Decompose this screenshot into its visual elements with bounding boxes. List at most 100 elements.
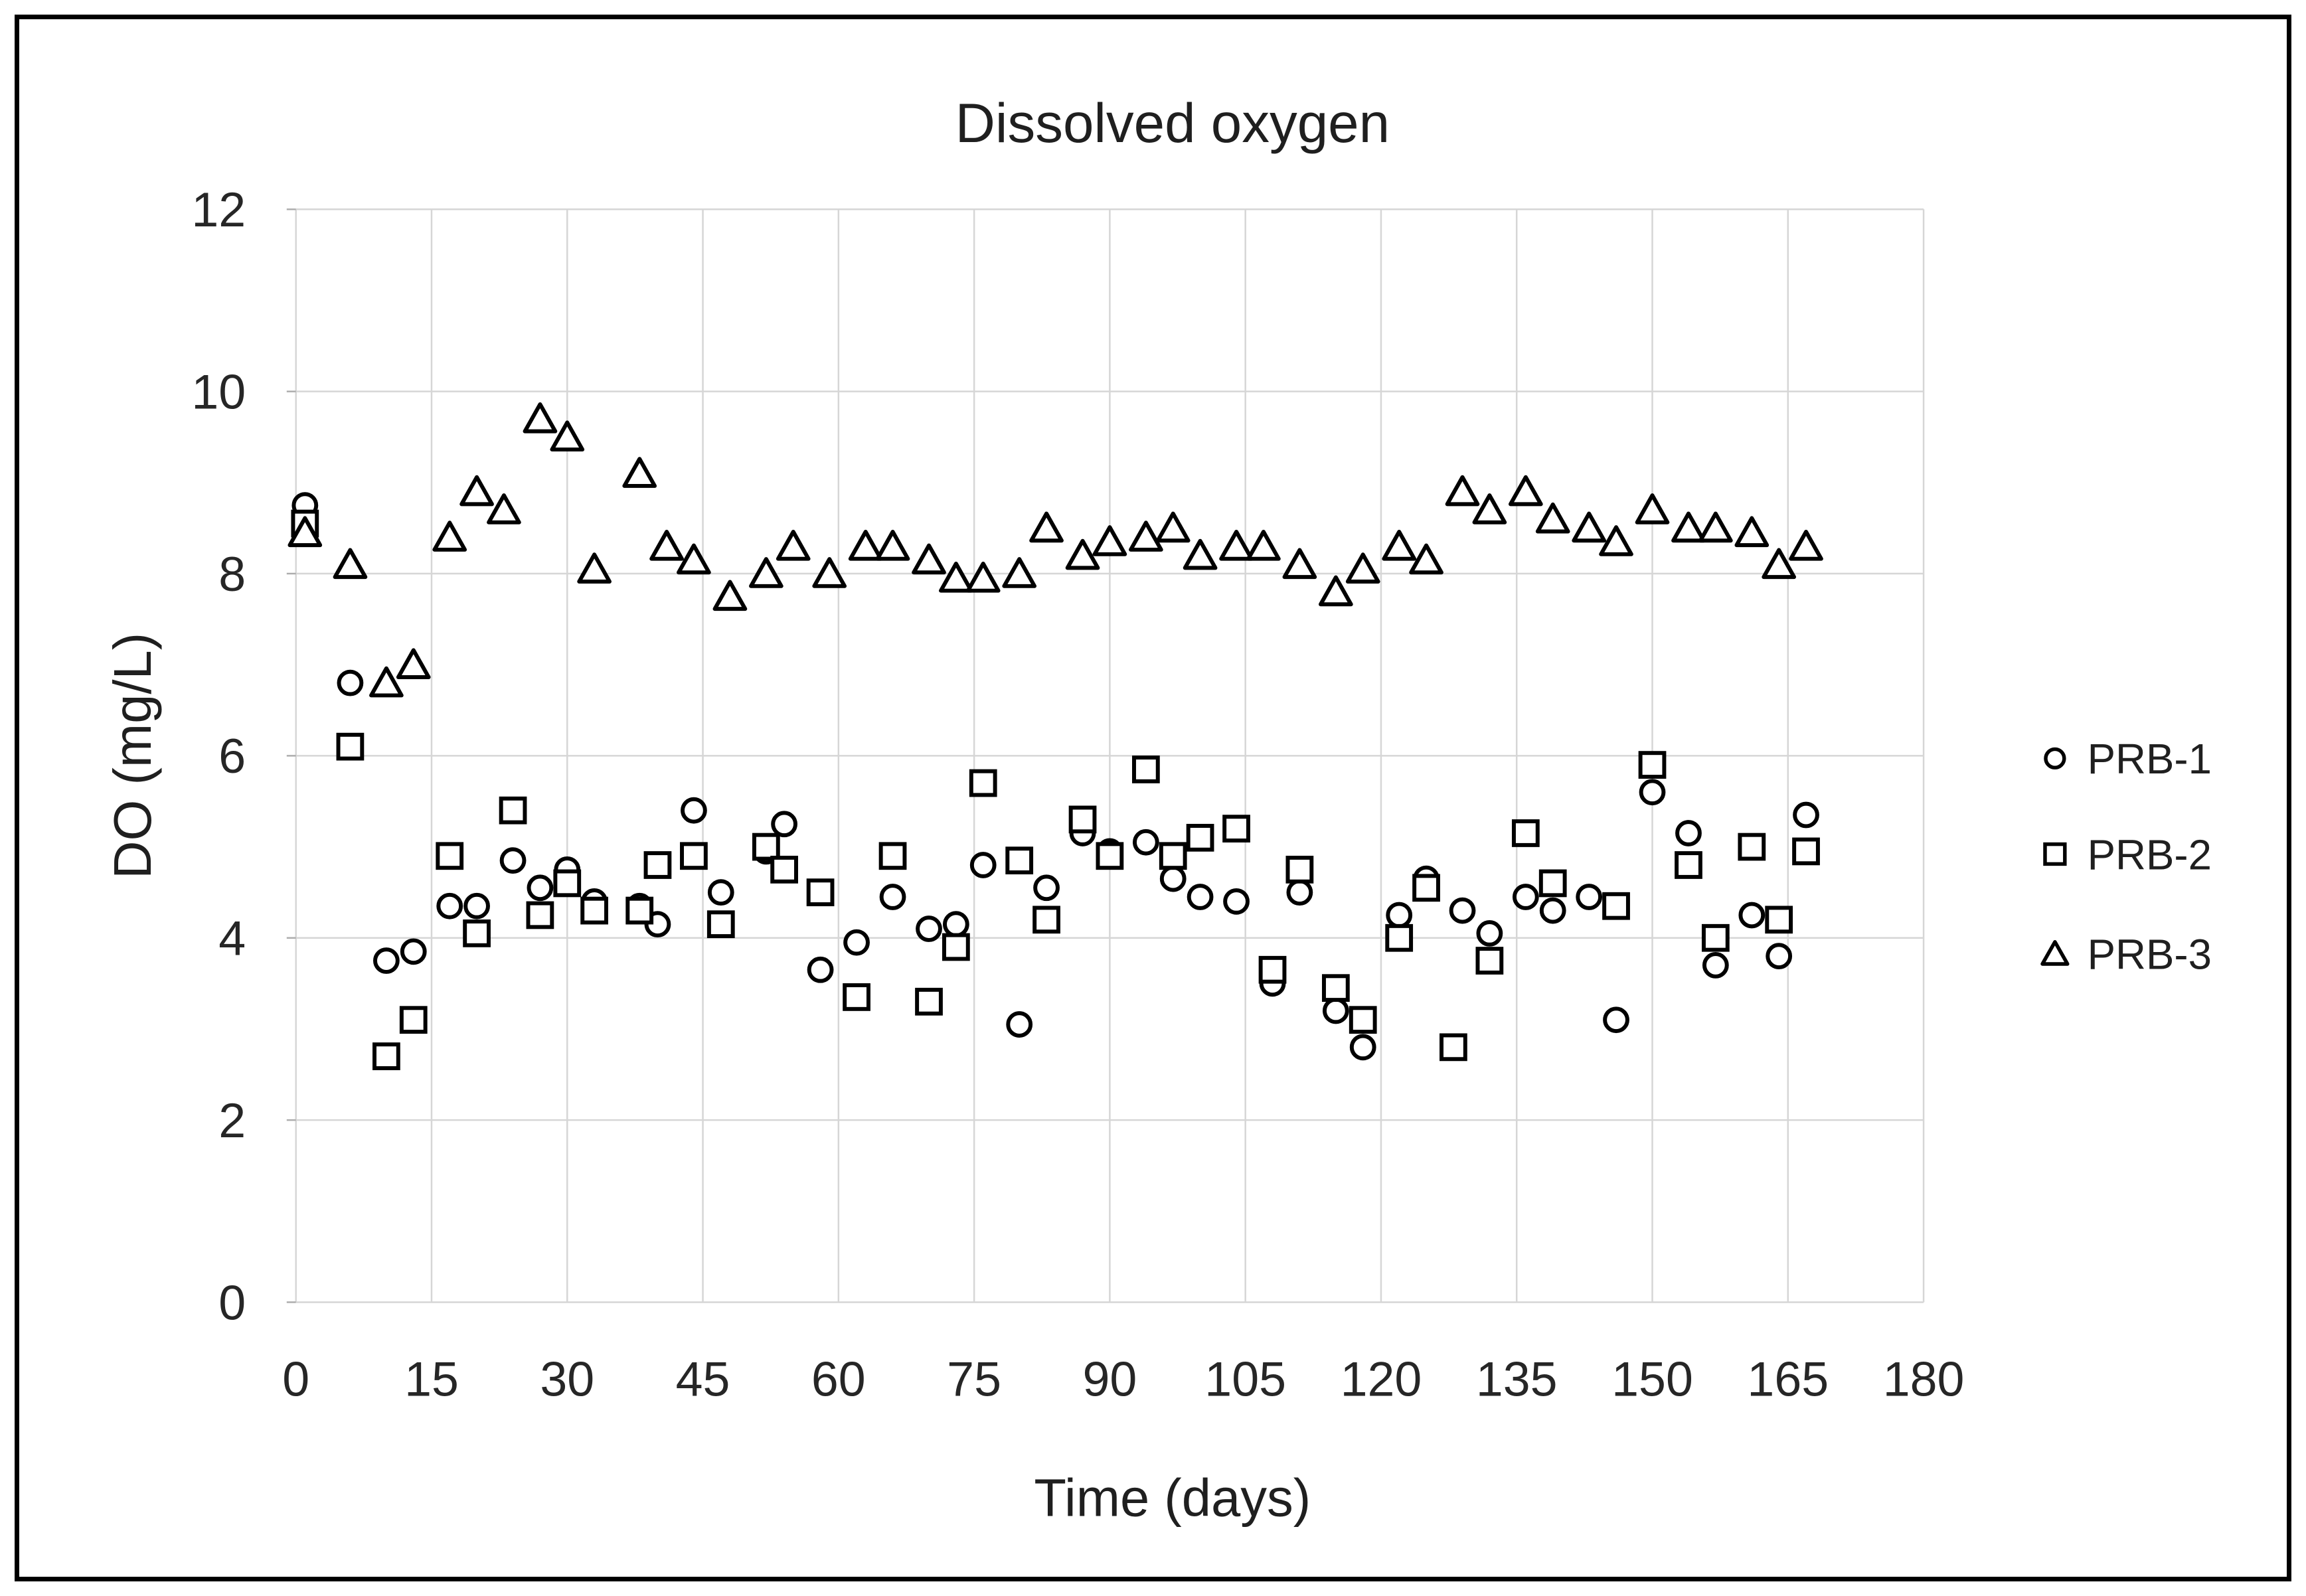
data-point-prb-1 — [1512, 884, 1539, 910]
data-point-prb-3 — [523, 402, 558, 434]
x-tick-label: 0 — [282, 1352, 309, 1407]
data-point-prb-3 — [939, 562, 973, 593]
data-point-prb-2 — [643, 851, 672, 879]
data-point-prb-2 — [942, 933, 970, 961]
data-point-prb-2 — [915, 987, 943, 1016]
data-point-prb-1 — [373, 947, 400, 974]
y-tick-label: 10 — [191, 364, 246, 420]
data-point-prb-2 — [1602, 892, 1630, 920]
x-tick-label: 90 — [1082, 1352, 1137, 1407]
data-point-prb-3 — [1762, 548, 1797, 580]
data-point-prb-2 — [399, 1006, 428, 1034]
data-point-prb-3 — [1671, 511, 1706, 543]
x-tick-label: 150 — [1611, 1352, 1693, 1407]
data-point-prb-1 — [771, 811, 797, 838]
y-tick-label: 2 — [218, 1093, 246, 1148]
data-point-prb-1 — [1449, 897, 1476, 924]
data-point-prb-3 — [1789, 530, 1823, 561]
data-point-prb-2 — [1068, 805, 1097, 834]
data-point-prb-3 — [1382, 530, 1417, 561]
data-point-prb-3 — [369, 666, 404, 698]
data-point-prb-1 — [916, 916, 942, 942]
data-point-prb-1 — [843, 929, 870, 956]
y-tick-label: 4 — [218, 911, 246, 966]
data-point-prb-3 — [1345, 552, 1380, 584]
data-point-prb-2 — [553, 869, 582, 898]
series-prb-1 — [291, 492, 1819, 1061]
data-point-prb-3 — [875, 530, 910, 561]
data-point-prb-1 — [1286, 879, 1313, 906]
series-prb-2 — [291, 509, 1820, 1070]
data-point-prb-1 — [527, 874, 554, 902]
data-point-prb-1 — [681, 797, 707, 824]
data-point-prb-1 — [499, 847, 527, 874]
data-point-prb-2 — [1538, 869, 1567, 898]
data-point-prb-3 — [1065, 538, 1100, 570]
data-point-prb-3 — [1092, 525, 1127, 556]
data-point-prb-2 — [1792, 837, 1820, 866]
do-scatter-chart: 0 15 30 45 60 75 90 105 120 135 150 165 180 0 2 4 6 8 10 12… — [103, 92, 2212, 1528]
data-point-prb-1 — [1603, 1006, 1629, 1034]
data-point-prb-1 — [1738, 902, 1766, 929]
data-point-prb-3 — [1183, 538, 1218, 570]
data-point-prb-3 — [1129, 520, 1163, 552]
y-tick-label: 12 — [191, 182, 246, 237]
data-point-prb-2 — [499, 796, 527, 825]
chart-title: Dissolved oxygen — [955, 92, 1390, 154]
data-point-prb-2 — [1475, 947, 1504, 975]
data-point-prb-3 — [1535, 502, 1570, 534]
data-point-prb-3 — [1472, 493, 1507, 524]
data-point-prb-1 — [1159, 865, 1187, 892]
legend: PRB-1 PRB-2 PRB-3 — [2040, 736, 2212, 978]
data-point-prb-1 — [1223, 888, 1250, 915]
square-icon — [2043, 842, 2067, 866]
data-point-prb-3 — [550, 420, 585, 452]
data-point-prb-1 — [1576, 884, 1603, 910]
data-point-prb-3 — [848, 530, 883, 561]
grid-layer — [286, 208, 1925, 1303]
data-point-prb-3 — [1002, 557, 1037, 588]
x-tick-label: 120 — [1341, 1352, 1422, 1407]
points-layer — [288, 402, 1823, 1070]
data-point-prb-3 — [577, 552, 612, 584]
data-point-prb-1 — [1766, 943, 1793, 970]
data-point-prb-1 — [807, 956, 834, 983]
data-point-prb-3 — [677, 543, 711, 575]
data-point-prb-1 — [436, 892, 463, 919]
data-point-prb-1 — [463, 892, 490, 919]
y-tick-label: 0 — [218, 1275, 246, 1330]
data-point-prb-1 — [879, 884, 906, 910]
data-point-prb-3 — [912, 543, 946, 575]
y-tick-label: 6 — [218, 728, 246, 783]
data-point-prb-3 — [487, 493, 521, 524]
data-point-prb-2 — [1412, 874, 1440, 902]
data-point-prb-2 — [336, 732, 365, 761]
legend-marker-square-icon — [2043, 842, 2067, 866]
data-point-prb-3 — [649, 530, 684, 561]
data-point-prb-1 — [1322, 997, 1349, 1024]
data-point-prb-3 — [1509, 475, 1543, 507]
data-point-prb-3 — [812, 557, 847, 588]
data-point-prb-2 — [1258, 955, 1287, 984]
data-point-prb-2 — [1285, 855, 1314, 884]
data-point-prb-1 — [1539, 897, 1566, 924]
data-point-prb-2 — [1186, 823, 1214, 852]
data-point-prb-2 — [969, 769, 997, 797]
circle-icon — [2044, 747, 2066, 770]
x-tick-label: 165 — [1747, 1352, 1829, 1407]
data-point-prb-2 — [372, 1042, 400, 1070]
legend-item-prb-1: PRB-1 — [2044, 736, 2212, 783]
data-point-prb-3 — [432, 520, 467, 552]
data-point-prb-1 — [1386, 902, 1413, 929]
data-point-prb-2 — [1321, 974, 1350, 1002]
data-point-prb-3 — [749, 557, 783, 588]
data-point-prb-1 — [1476, 920, 1503, 947]
legend-item-prb-3: PRB-3 — [2040, 931, 2212, 978]
data-point-prb-2 — [436, 842, 464, 870]
data-point-prb-2 — [843, 983, 870, 1011]
legend-label-prb-2: PRB-2 — [2088, 831, 2212, 878]
data-point-prb-3 — [1282, 548, 1317, 580]
data-point-prb-2 — [1096, 842, 1124, 870]
data-point-prb-3 — [1445, 475, 1480, 507]
data-point-prb-1 — [1675, 820, 1702, 846]
